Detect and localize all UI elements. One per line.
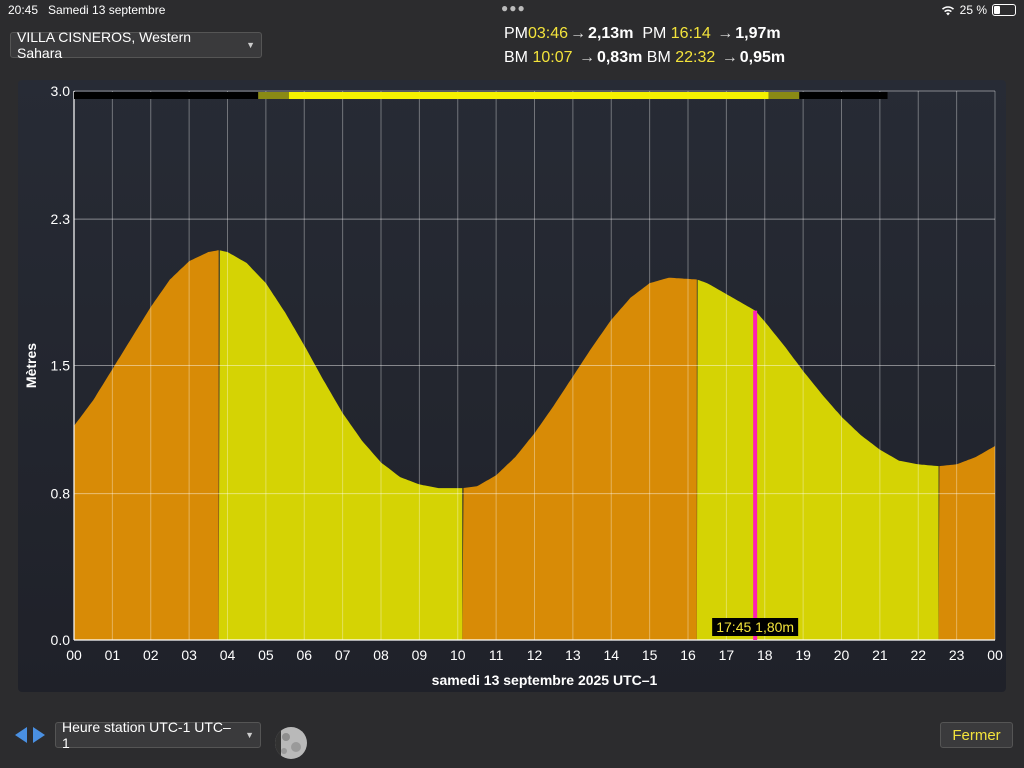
location-select[interactable]: VILLA CISNEROS, Western Sahara ▼ (10, 29, 262, 61)
x-tick-label: 00 (987, 647, 1003, 663)
x-tick-label: 11 (489, 647, 504, 663)
marker-label-box (712, 618, 799, 636)
x-tick-label: 13 (565, 647, 581, 663)
x-tick-label: 21 (872, 647, 888, 663)
y-tick-label: 0.0 (51, 632, 71, 648)
chevron-down-icon: ▼ (245, 730, 254, 740)
x-tick-label: 23 (949, 647, 965, 663)
chart-panel[interactable]: 00 01 02 03 04 05 06 07 08 09 10 11 12 13 14 15 16 17 18 19… (18, 80, 1006, 692)
tide-row-low: BM 10:07 → 0,83m BM 22:32 → 0,95m (504, 46, 785, 70)
x-tick-label: 09 (412, 647, 428, 663)
x-tick-label: 19 (795, 647, 811, 663)
tide-time: 22:32 (675, 49, 716, 66)
x-tick-label: 00 (66, 647, 82, 663)
previous-day-arrow-icon[interactable] (14, 726, 28, 744)
falling-tide-area (696, 279, 939, 640)
timezone-label: Heure station UTC-1 UTC–1 (62, 719, 231, 751)
rising-tide-area (74, 250, 219, 640)
daylight-bar-segment (288, 92, 769, 99)
tide-time: 10:07 (532, 49, 573, 66)
x-tick-label: 16 (680, 647, 696, 663)
tide-height: 2,13m (588, 25, 634, 42)
x-tick-label: 03 (181, 647, 197, 663)
x-tick-label: 15 (642, 647, 658, 663)
y-tick-label: 0.8 (51, 486, 71, 502)
y-tick-label: 1.5 (51, 358, 71, 374)
x-tick-label: 20 (834, 647, 850, 663)
wifi-icon (941, 5, 954, 15)
tide-time: 16:14 (670, 25, 711, 42)
arrow-right-icon: → (721, 49, 738, 66)
x-tick-label: 07 (335, 647, 351, 663)
x-tick-label: 10 (450, 647, 466, 663)
status-right: 25 % (941, 3, 1016, 17)
x-tick-label: 04 (220, 647, 236, 663)
x-tick-label: 05 (258, 647, 274, 663)
arrow-right-icon: → (570, 25, 587, 42)
tide-type: PM (504, 25, 528, 42)
multitasking-dots-icon[interactable]: ●●● (501, 1, 526, 15)
arrow-right-icon: → (578, 49, 595, 66)
close-button[interactable]: Fermer (940, 722, 1013, 748)
battery-icon (992, 4, 1016, 16)
location-label: VILLA CISNEROS, Western Sahara (17, 29, 192, 61)
status-bar: 20:45 Samedi 13 septembre ●●● 25 % (0, 0, 1024, 20)
x-tick-label: 22 (910, 647, 926, 663)
x-tick-label: 02 (143, 647, 159, 663)
day-navigation (14, 726, 46, 744)
x-tick-label: 08 (373, 647, 389, 663)
tide-row-high: PM03:46 → 2,13m PM 16:14 → 1,97m (504, 22, 785, 46)
status-time: 20:45 (8, 3, 39, 17)
timezone-select[interactable]: Heure station UTC-1 UTC–1 ▼ (55, 719, 261, 751)
rising-tide-area (462, 277, 697, 640)
moon-phase-icon (275, 727, 307, 759)
falling-tide-area (218, 250, 463, 640)
status-date: Samedi 13 septembre (48, 3, 166, 17)
tide-chart[interactable]: 00 01 02 03 04 05 06 07 08 09 10 11 12 13 14 15 16 17 18 19… (18, 80, 1006, 692)
tide-height: 1,97m (735, 25, 781, 42)
y-axis-label: Mètres (23, 343, 39, 388)
battery-percent: 25 % (959, 3, 987, 17)
chevron-down-icon: ▼ (246, 40, 255, 50)
tide-type: BM (504, 49, 528, 66)
next-day-arrow-icon[interactable] (32, 726, 46, 744)
tide-type: PM (642, 25, 667, 42)
arrow-right-icon: → (717, 25, 734, 42)
x-tick-label: 12 (527, 647, 543, 663)
x-tick-label: 17 (719, 647, 735, 663)
daylight-bar-segment (258, 92, 289, 99)
x-tick-label: 06 (296, 647, 312, 663)
rising-tide-area (938, 446, 995, 640)
tide-time: 03:46 (528, 25, 569, 42)
tide-type: BM (646, 49, 671, 66)
x-tick-label: 18 (757, 647, 773, 663)
daylight-bar-segment (799, 92, 888, 99)
daylight-bar-segment (768, 92, 800, 99)
x-tick-label: 01 (105, 647, 121, 663)
x-axis-label: samedi 13 septembre 2025 UTC–1 (432, 672, 658, 688)
tide-height: 0,83m (596, 49, 643, 66)
x-tick-label: 14 (603, 647, 619, 663)
daylight-bar-segment (74, 92, 259, 99)
y-tick-label: 2.3 (51, 211, 71, 227)
tide-height: 0,95m (739, 49, 786, 66)
marker-label: 17:45 1,80m (716, 619, 794, 635)
tide-summary: PM03:46 → 2,13m PM 16:14 → 1,97m BM 10:07 →… (504, 22, 785, 70)
y-tick-label: 3.0 (51, 83, 71, 99)
